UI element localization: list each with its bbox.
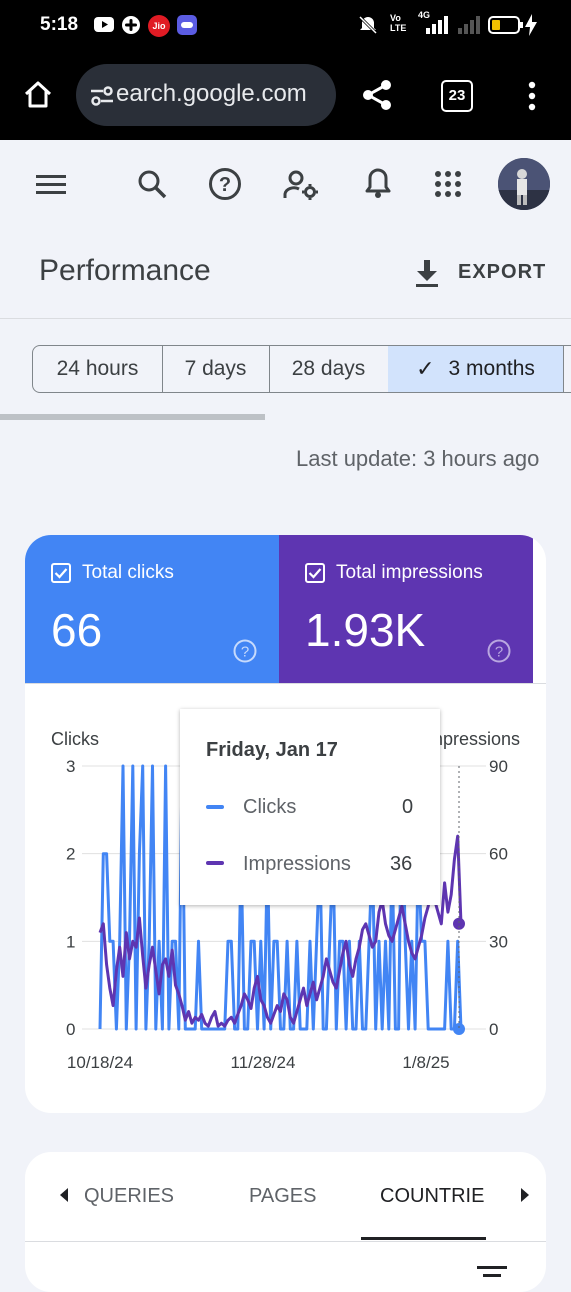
chart-tooltip: Friday, Jan 17 Clicks 0 Impressions 36 bbox=[180, 709, 440, 905]
dimension-tabs-card: QUERIES PAGES COUNTRIE bbox=[25, 1152, 546, 1292]
signal-weak-icon bbox=[456, 16, 480, 34]
mute-icon bbox=[357, 14, 379, 36]
page-title: Performance bbox=[39, 254, 211, 287]
tab-countries[interactable]: COUNTRIE bbox=[380, 1185, 485, 1207]
check-icon: ✓ bbox=[416, 356, 435, 381]
svg-text:?: ? bbox=[241, 644, 249, 661]
volte-icon: Vo LTE bbox=[390, 13, 407, 33]
help-icon[interactable]: ? bbox=[487, 639, 511, 663]
left-axis-tick: 1 bbox=[66, 932, 75, 951]
tab-switcher-button[interactable]: 23 bbox=[441, 80, 473, 112]
jio-icon: Jio bbox=[148, 15, 170, 37]
battery-icon bbox=[488, 15, 523, 35]
download-icon[interactable] bbox=[414, 258, 440, 288]
range-3-months[interactable]: ✓ 3 months bbox=[388, 345, 564, 393]
tabs-divider bbox=[25, 1241, 546, 1242]
menu-icon[interactable] bbox=[36, 172, 66, 196]
right-axis-tick: 60 bbox=[489, 845, 508, 864]
right-axis-tick: 0 bbox=[489, 1020, 498, 1039]
range-more[interactable] bbox=[563, 345, 571, 393]
right-axis-tick: 30 bbox=[489, 932, 508, 951]
site-settings-icon[interactable] bbox=[89, 84, 115, 108]
tooltip-date: Friday, Jan 17 bbox=[206, 739, 338, 761]
url-bar[interactable] bbox=[76, 64, 336, 126]
signal-icon bbox=[424, 16, 450, 34]
link-icon bbox=[121, 15, 141, 35]
network-type: 4G bbox=[418, 10, 431, 20]
notifications-icon[interactable] bbox=[363, 166, 393, 200]
total-clicks-label: Total clicks bbox=[82, 562, 174, 583]
range-28-days[interactable]: 28 days bbox=[269, 345, 389, 393]
status-time: 5:18 bbox=[40, 14, 79, 35]
active-tab-indicator bbox=[361, 1237, 486, 1240]
more-menu-icon[interactable] bbox=[522, 80, 542, 112]
apps-grid-icon[interactable] bbox=[434, 170, 462, 198]
charging-icon bbox=[525, 14, 537, 36]
x-axis-tick: 1/8/25 bbox=[402, 1053, 449, 1072]
tooltip-impressions-value: 36 bbox=[390, 853, 413, 875]
impressions-line bbox=[98, 834, 463, 1028]
svg-text:?: ? bbox=[219, 174, 231, 196]
card-divider bbox=[25, 683, 546, 684]
total-clicks-value: 66 bbox=[51, 604, 103, 656]
last-update: Last update: 3 hours ago bbox=[296, 446, 540, 471]
range-7-days[interactable]: 7 days bbox=[162, 345, 270, 393]
search-icon[interactable] bbox=[136, 168, 168, 200]
url-text[interactable]: earch.google.com bbox=[116, 80, 307, 107]
home-icon[interactable] bbox=[22, 78, 54, 110]
right-axis-tick: 90 bbox=[489, 757, 508, 776]
tab-queries[interactable]: QUERIES bbox=[84, 1185, 175, 1207]
clicks-legend-swatch bbox=[206, 805, 224, 809]
x-axis-tick: 10/18/24 bbox=[67, 1053, 133, 1072]
tab-pages[interactable]: PAGES bbox=[249, 1185, 317, 1207]
impressions-legend-swatch bbox=[206, 861, 224, 865]
left-axis-tick: 2 bbox=[66, 845, 75, 864]
total-impressions-value: 1.93K bbox=[305, 604, 426, 656]
help-icon[interactable]: ? bbox=[233, 639, 257, 663]
total-impressions-label: Total impressions bbox=[336, 562, 483, 583]
range-24-hours[interactable]: 24 hours bbox=[32, 345, 163, 393]
tooltip-clicks-value: 0 bbox=[402, 796, 414, 818]
help-icon[interactable]: ? bbox=[208, 167, 242, 201]
filter-icon[interactable] bbox=[477, 1266, 507, 1280]
tooltip-impressions-label: Impressions bbox=[243, 853, 351, 875]
user-settings-icon[interactable] bbox=[283, 168, 319, 200]
x-axis-tick: 11/28/24 bbox=[231, 1053, 296, 1072]
chevron-left-icon[interactable] bbox=[59, 1188, 69, 1202]
total-clicks-tab[interactable]: Total clicks 66 ? bbox=[25, 535, 279, 683]
checkbox-checked-icon[interactable] bbox=[305, 563, 325, 583]
impressions-point bbox=[453, 917, 465, 930]
divider bbox=[0, 318, 571, 319]
left-axis-tick: 3 bbox=[66, 757, 75, 776]
youtube-icon bbox=[94, 17, 114, 32]
game-icon bbox=[177, 15, 197, 35]
chevron-right-icon[interactable] bbox=[520, 1188, 530, 1202]
export-button[interactable]: EXPORT bbox=[458, 261, 547, 283]
left-axis-label: Clicks bbox=[51, 729, 99, 749]
left-axis-tick: 0 bbox=[66, 1020, 75, 1039]
checkbox-checked-icon[interactable] bbox=[51, 563, 71, 583]
tooltip-clicks-label: Clicks bbox=[243, 796, 297, 818]
total-impressions-tab[interactable]: Total impressions 1.93K ? bbox=[279, 535, 533, 683]
status-bar: 5:18 Jio Vo LTE 4G bbox=[0, 0, 571, 52]
svg-text:?: ? bbox=[495, 644, 503, 661]
right-axis-label: mpressions bbox=[428, 729, 520, 749]
clicks-point bbox=[453, 1023, 465, 1035]
avatar[interactable] bbox=[498, 158, 550, 210]
range-scrollbar[interactable] bbox=[0, 414, 265, 420]
share-icon[interactable] bbox=[360, 78, 394, 112]
app-header bbox=[0, 140, 571, 236]
